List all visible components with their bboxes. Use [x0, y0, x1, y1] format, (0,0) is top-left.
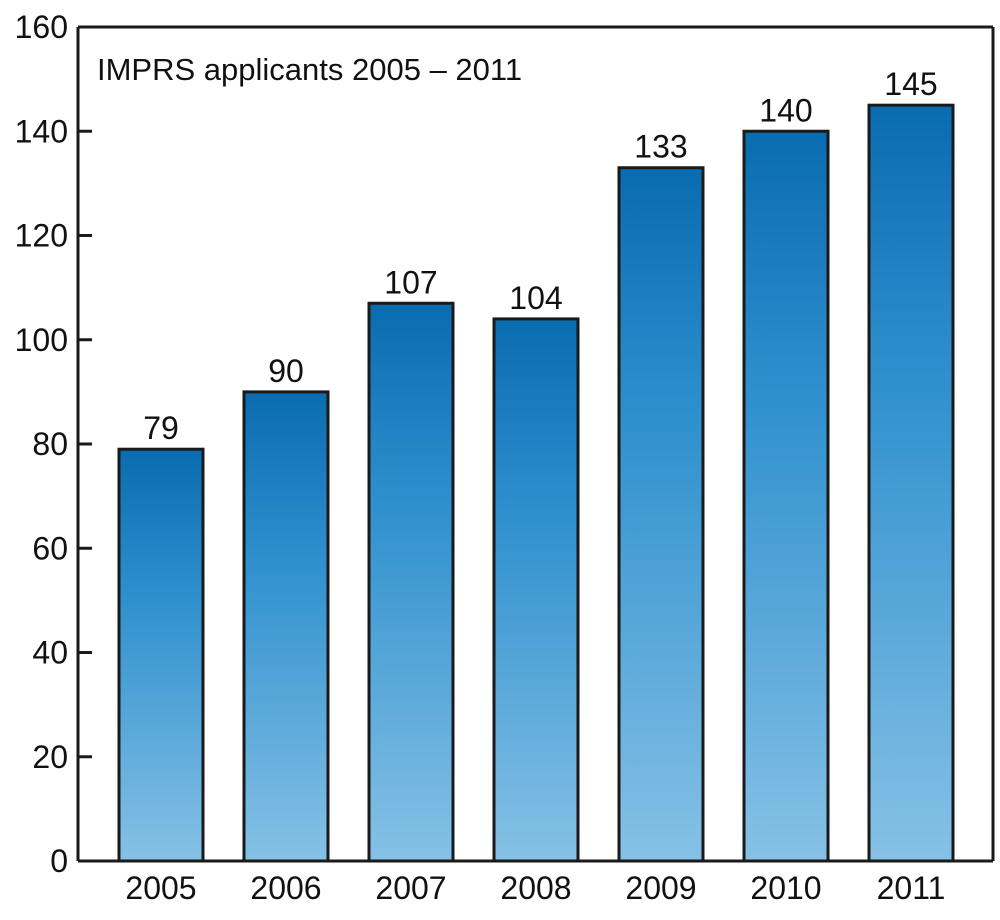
- bar: [117, 447, 205, 863]
- y-tick-label: 160: [15, 9, 68, 45]
- bar: [367, 301, 455, 863]
- x-tick-label: 2011: [877, 870, 946, 906]
- bar-value-label: 133: [634, 129, 687, 165]
- plot-area: 0 20 40 60 80 100 120 140 160 79 2005 90 2006 107 2007…: [15, 9, 995, 906]
- bar-value-label: 104: [509, 280, 562, 316]
- bar-value-label: 107: [384, 264, 437, 300]
- y-tick-label: 0: [50, 843, 68, 879]
- x-tick-label: 2005: [125, 870, 196, 906]
- bar: [742, 129, 830, 863]
- x-tick-label: 2006: [250, 870, 321, 906]
- y-tick-label: 80: [32, 426, 68, 462]
- x-tick-label: 2010: [750, 870, 821, 906]
- bar: [867, 103, 955, 863]
- x-tick-label: 2008: [500, 870, 571, 906]
- y-tick-label: 20: [32, 739, 68, 775]
- y-tick-label: 40: [32, 635, 68, 671]
- y-tick-label: 100: [15, 322, 68, 358]
- bar-value-label: 79: [143, 410, 179, 446]
- y-tick-label: 60: [32, 530, 68, 566]
- y-tick-label: 140: [15, 113, 68, 149]
- chart-title: IMPRS applicants 2005 – 2011: [97, 52, 522, 87]
- bar: [617, 166, 705, 863]
- bar-value-label: 145: [884, 66, 937, 102]
- bar-value-label: 140: [759, 92, 812, 128]
- bar-value-label: 90: [268, 353, 304, 389]
- x-tick-label: 2009: [625, 870, 696, 906]
- bar: [492, 317, 580, 863]
- x-tick-label: 2007: [375, 870, 446, 906]
- bar: [242, 390, 330, 863]
- y-tick-label: 120: [15, 218, 68, 254]
